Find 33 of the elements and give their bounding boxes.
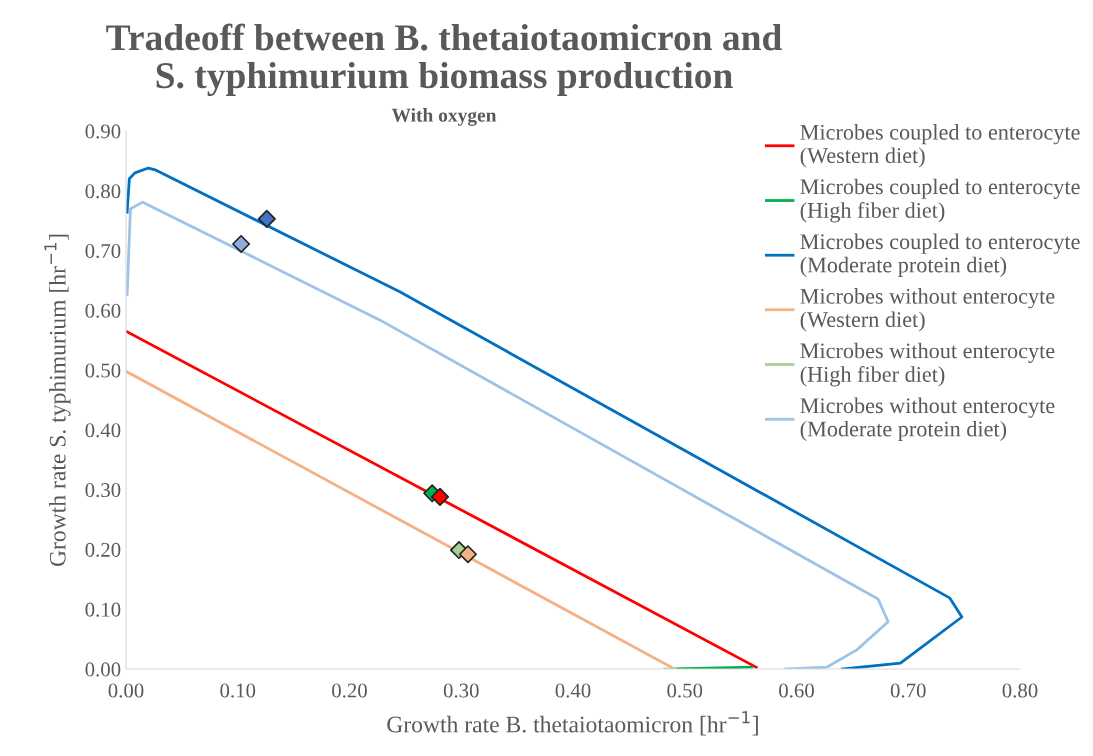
x-tick-label: 0.10 [220,683,256,698]
y-tick-label: 0.60 [85,303,121,318]
point [257,209,276,228]
legend-label: Microbes coupled to enterocyte (High fiber diet) [800,178,1080,223]
y-tick-label: 0.00 [85,662,121,677]
legend-label: Microbes without enterocyte (High fiber diet) [800,342,1055,387]
x-tick-label: 0.50 [667,683,703,698]
x-tick-label: 0.40 [555,683,591,698]
point [458,545,478,564]
y-axis-title: Growth rate S. typhimurium [hr$^{−1}$] [44,234,71,567]
legend-label: Microbes without enterocyte (Moderate protein diet) [800,397,1055,442]
x-tick-label: 0.60 [779,683,814,698]
legend-label: Microbes coupled to enterocyte (Moderate protein diet) [800,233,1080,278]
x-tick-label: 0.70 [890,683,926,698]
point [430,487,450,506]
y-tick-label: 0.90 [85,124,121,139]
x-tick-label: 0.20 [332,683,367,698]
y-tick-label: 0.30 [85,483,121,498]
legend-label: Microbes coupled to enterocyte (Western diet) [800,124,1080,168]
y-tick-label: 0.40 [85,423,121,438]
y-tick-label: 0.10 [85,602,121,617]
legend-label: Microbes without enterocyte (Western diet) [800,288,1055,332]
y-tick-label: 0.50 [85,363,121,378]
x-axis-title: Growth rate B. thetaiotaomicron [hr$^{−1}$] [387,711,758,736]
x-tick-label: 0.00 [108,683,144,698]
y-tick-label: 0.20 [85,542,121,557]
y-tick-label: 0.80 [85,184,121,199]
point [232,234,251,254]
chart-title: Tradeoff between B. thetaiotaomicron and S. typhimurium biomass production [106,23,782,97]
y-tick-label: 0.70 [85,243,121,259]
x-tick-label: 0.80 [1002,683,1038,698]
x-tick-label: 0.30 [443,683,479,698]
chart-subtitle: With oxygen [391,108,497,126]
